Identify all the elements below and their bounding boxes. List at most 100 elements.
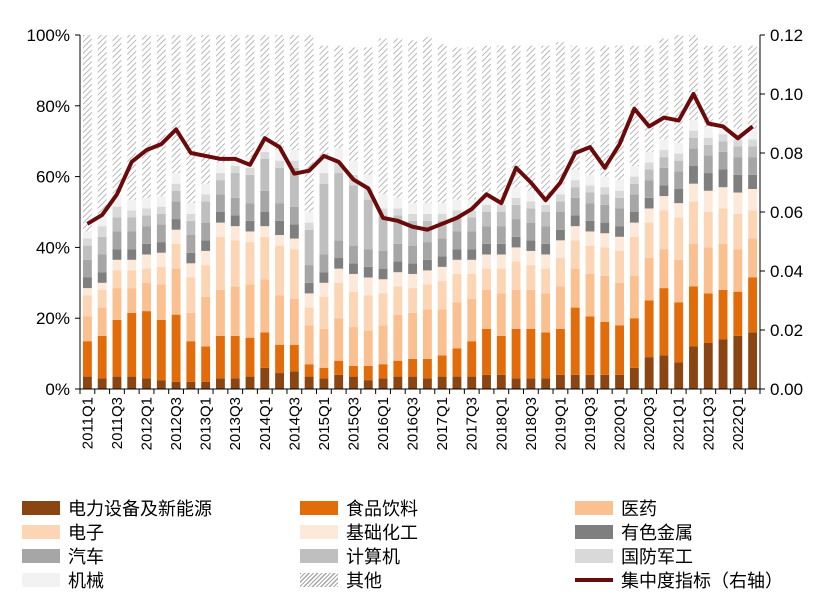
- bar-segment-8-2021Q1: [674, 153, 684, 161]
- bar-segment-8-2014Q2: [275, 160, 284, 168]
- bar-segment-1-2016Q3: [408, 358, 418, 377]
- bar-segment-7-2011Q2: [97, 236, 107, 255]
- bar-segment-0-2011Q1: [82, 376, 92, 389]
- bar-segment-0-2017Q2: [452, 376, 462, 389]
- bar-segment-2-2019Q1: [556, 286, 565, 329]
- bar-segment-5-2022Q2: [748, 174, 758, 189]
- bar-segment-4-2011Q3: [112, 259, 122, 271]
- bar-segment-0-2012Q1: [142, 378, 151, 389]
- legend-swatch: [22, 573, 60, 587]
- bar-segment-1-2018Q1: [496, 335, 506, 375]
- bar-segment-6-2018Q2: [511, 219, 521, 237]
- bar-segment-4-2015Q4: [363, 277, 373, 296]
- bar-segment-6-2019Q4: [600, 204, 610, 223]
- bar-segment-4-2016Q1: [378, 279, 388, 294]
- bar-segment-2-2013Q1: [201, 296, 211, 347]
- bar-segment-0-2022Q1: [733, 335, 743, 389]
- bar-segment-4-2021Q1: [674, 203, 684, 218]
- bar-segment-3-2022Q2: [748, 210, 758, 239]
- bar-segment-1-2020Q2: [629, 318, 639, 368]
- bar-segment-2-2016Q4: [422, 309, 432, 359]
- bar-segment-5-2015Q4: [363, 266, 373, 278]
- bar-segment-0-2014Q1: [260, 367, 270, 389]
- bar-segment-5-2020Q4: [659, 185, 669, 197]
- bar-segment-1-2020Q4: [659, 288, 669, 356]
- bar-segment-2-2021Q4: [718, 243, 728, 290]
- bar-segment-3-2021Q3: [703, 212, 713, 248]
- bar-segment-6-2021Q1: [674, 171, 684, 189]
- bar-segment-5-2015Q2: [334, 258, 344, 269]
- bar-segment-10-2016Q4: [422, 36, 432, 204]
- bar-segment-1-2013Q4: [245, 337, 255, 377]
- bar-segment-0-2021Q4: [718, 339, 728, 389]
- x-tick-label: 2013Q3: [227, 397, 244, 450]
- bar-segment-0-2016Q1: [378, 378, 388, 389]
- bar-segment-6-2019Q1: [556, 212, 565, 230]
- bar-segment-2-2019Q4: [600, 275, 610, 322]
- bar-segment-0-2013Q1: [201, 381, 211, 389]
- bar-segment-7-2018Q2: [511, 204, 521, 220]
- bar-segment-10-2022Q1: [733, 45, 743, 129]
- bar-segment-5-2022Q1: [733, 174, 743, 193]
- bar-segment-0-2020Q1: [615, 374, 624, 389]
- bar-segment-9-2021Q2: [689, 119, 698, 131]
- bar-segment-6-2017Q2: [452, 231, 462, 250]
- bar-segment-3-2015Q4: [363, 295, 373, 331]
- bar-segment-0-2014Q2: [275, 373, 284, 389]
- bar-segment-6-2012Q2: [156, 224, 166, 243]
- x-tick-label: 2013Q1: [198, 397, 215, 450]
- bar-segment-7-2011Q3: [112, 217, 122, 232]
- legend-item-5: 有色金属: [575, 520, 693, 544]
- bar-segment-7-2020Q2: [629, 183, 639, 195]
- bar-segment-6-2018Q4: [541, 226, 551, 244]
- bar-segment-0-2018Q3: [526, 378, 536, 389]
- bar-segment-6-2017Q3: [467, 231, 477, 250]
- bar-segment-3-2014Q4: [304, 307, 314, 326]
- bar-segment-2-2012Q4: [186, 312, 196, 342]
- bar-segment-6-2022Q1: [733, 157, 743, 175]
- bar-segment-7-2019Q3: [585, 192, 595, 204]
- bar-segment-7-2021Q3: [703, 144, 713, 156]
- bar-segment-6-2013Q3: [230, 197, 240, 216]
- bar-segment-10-2012Q3: [171, 35, 181, 174]
- bar-segment-2-2020Q4: [659, 249, 669, 289]
- bar-segment-2-2018Q2: [511, 289, 521, 329]
- bar-segment-5-2016Q4: [422, 259, 432, 271]
- legend-label: 机械: [68, 571, 104, 592]
- legend-item-2: 医药: [575, 496, 657, 520]
- bar-segment-4-2015Q1: [319, 282, 329, 297]
- bar-segment-10-2015Q2: [334, 45, 344, 149]
- bar-segment-7-2015Q4: [363, 199, 373, 250]
- bar-segment-7-2013Q1: [201, 201, 211, 223]
- bar-segment-7-2019Q4: [600, 194, 610, 205]
- bar-segment-4-2012Q2: [156, 252, 166, 267]
- bar-segment-7-2012Q3: [171, 190, 181, 202]
- bar-segment-4-2020Q4: [659, 196, 669, 211]
- x-tick-label: 2017Q3: [464, 397, 481, 450]
- bar-segment-7-2019Q1: [556, 201, 565, 212]
- bar-segment-6-2014Q4: [304, 265, 314, 283]
- bar-segment-8-2011Q3: [112, 206, 122, 218]
- legend-label: 医药: [621, 499, 657, 520]
- bar-segment-1-2015Q2: [334, 360, 344, 375]
- bar-segment-0-2017Q4: [482, 374, 491, 389]
- bar-segment-0-2013Q2: [216, 378, 225, 389]
- bar-segment-1-2014Q3: [289, 344, 299, 372]
- bar-segment-5-2012Q2: [156, 242, 166, 253]
- bar-segment-10-2019Q1: [556, 42, 565, 184]
- bar-segment-2-2019Q3: [585, 273, 595, 317]
- bar-segment-7-2018Q4: [541, 212, 551, 227]
- legend-item-10: 其他: [300, 568, 382, 592]
- bar-segment-6-2012Q4: [186, 235, 196, 253]
- bar-segment-4-2022Q2: [748, 188, 758, 211]
- bar-segment-4-2016Q2: [393, 272, 403, 287]
- x-tick-label: 2020Q3: [641, 397, 658, 450]
- bar-segment-7-2022Q2: [748, 146, 758, 158]
- bar-segment-9-2016Q1: [378, 194, 388, 209]
- bar-segment-2-2015Q3: [349, 327, 358, 366]
- legend-item-0: 电力设备及新能源: [22, 496, 212, 520]
- bar-segment-7-2021Q2: [689, 137, 698, 149]
- bar-segment-3-2016Q2: [393, 286, 403, 315]
- bar-segment-8-2022Q1: [733, 139, 743, 147]
- bar-segment-9-2011Q2: [97, 215, 107, 227]
